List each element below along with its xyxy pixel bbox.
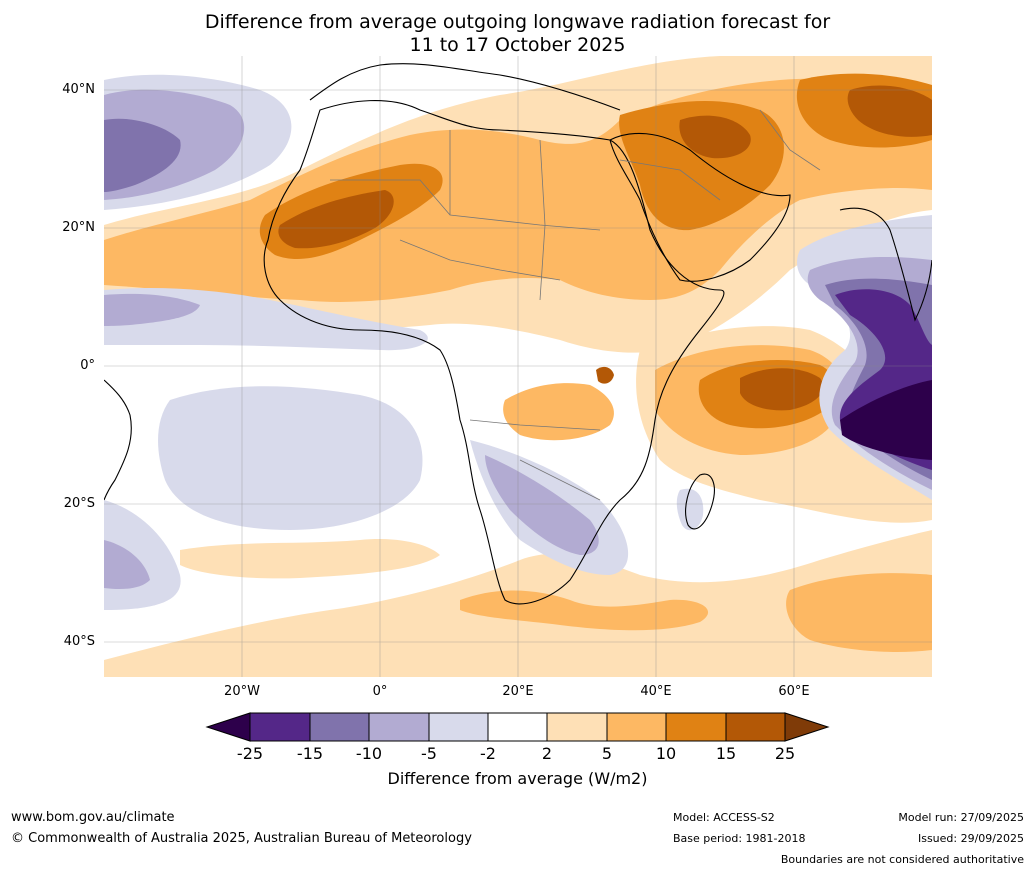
anomaly-region-south-indian-medium xyxy=(786,573,932,652)
madagascar-coastline xyxy=(685,473,715,530)
colorbar-tick-25: 25 xyxy=(774,744,796,763)
colorbar-segment-6 xyxy=(546,712,608,742)
colorbar-tick-minus-25: -25 xyxy=(236,744,264,763)
coastlines xyxy=(104,63,932,605)
footer-issued: Issued: 29/09/2025 xyxy=(917,832,1024,845)
anomaly-region-southwest-atlantic-lilac xyxy=(104,540,150,590)
country-borders xyxy=(330,109,821,501)
colorbar-tick-minus-15: -15 xyxy=(296,744,324,763)
anomaly-region-asia-brown xyxy=(847,85,932,137)
footer-model: Model: ACCESS-S2 xyxy=(673,811,775,824)
colorbar-tick-minus-10: -10 xyxy=(355,744,383,763)
lon-label-20w: 20°W xyxy=(224,684,260,699)
europe-coastline xyxy=(309,63,621,111)
lon-label-20e: 20°E xyxy=(502,684,534,699)
lat-label-equator: 0° xyxy=(80,358,95,373)
lon-label-60e: 60°E xyxy=(778,684,810,699)
anomaly-region-atlantic-light xyxy=(180,539,440,579)
colorbar-segment-2 xyxy=(309,712,370,742)
colorbar-tick-10: 10 xyxy=(655,744,677,763)
footer-website: www.bom.gov.au/climate xyxy=(11,810,175,825)
footer-base-period: Base period: 1981-2018 xyxy=(673,832,806,845)
footer-copyright: © Commonwealth of Australia 2025, Austra… xyxy=(11,831,472,846)
anomaly-region-lake-victoria-brown xyxy=(596,366,614,384)
colorbar-tick-5: 5 xyxy=(601,744,613,763)
lon-label-40e: 40°E xyxy=(640,684,672,699)
colorbar-segment-1 xyxy=(249,712,311,742)
colorbar-segment-3 xyxy=(368,712,430,742)
lon-label-0: 0° xyxy=(372,684,388,699)
colorbar-extend-high xyxy=(784,712,830,742)
colorbar-segment-9 xyxy=(725,712,786,742)
graticule xyxy=(104,56,932,677)
lat-label-40s: 40°S xyxy=(63,634,95,649)
lat-label-20n: 20°N xyxy=(62,220,95,235)
anomaly-region-gulf-of-guinea-lilac xyxy=(104,293,200,326)
map-title-line-1: Difference from average outgoing longwav… xyxy=(204,11,831,33)
colorbar-tick-minus-2: -2 xyxy=(480,744,496,763)
india-coastline xyxy=(839,207,932,322)
colorbar-segment-4 xyxy=(428,712,489,742)
colorbar-tick-15: 15 xyxy=(715,744,737,763)
anomaly-region-sahel-brown xyxy=(278,190,394,249)
colorbar-segment-7 xyxy=(606,712,667,742)
map-title-line-2: 11 to 17 October 2025 xyxy=(409,34,626,56)
colorbar-tick-2: 2 xyxy=(541,744,553,763)
africa-coastline xyxy=(263,99,725,605)
colorbar-segment-8 xyxy=(665,712,727,742)
anomaly-region-north-atlantic-violet xyxy=(104,118,181,192)
lat-label-20s: 20°S xyxy=(63,496,95,511)
colorbar-tick-minus-5: -5 xyxy=(421,744,437,763)
anomaly-region-southern-africa-lilac xyxy=(485,455,599,555)
anomaly-region-south-atlantic-lavender xyxy=(158,386,423,530)
footer-disclaimer: Boundaries are not considered authoritat… xyxy=(780,853,1024,866)
anomaly-region-indian-ocean-brown xyxy=(740,368,824,411)
anomaly-region-iran-brown xyxy=(679,115,751,159)
arabia-coastline xyxy=(609,132,791,282)
anomaly-region-southern-ocean-medium xyxy=(460,590,709,631)
anomaly-region-madagascar-lavender xyxy=(676,488,704,531)
lat-label-40n: 40°N xyxy=(62,82,95,97)
colorbar-label: Difference from average (W/m2) xyxy=(387,769,648,788)
anomaly-region-indian-ocean-deep-purple xyxy=(840,380,932,460)
south-america-coastline xyxy=(104,379,132,501)
footer-model-run: Model run: 27/09/2025 xyxy=(898,811,1024,824)
colorbar-segment-5 xyxy=(487,712,548,742)
colorbar-extend-low xyxy=(205,712,251,742)
